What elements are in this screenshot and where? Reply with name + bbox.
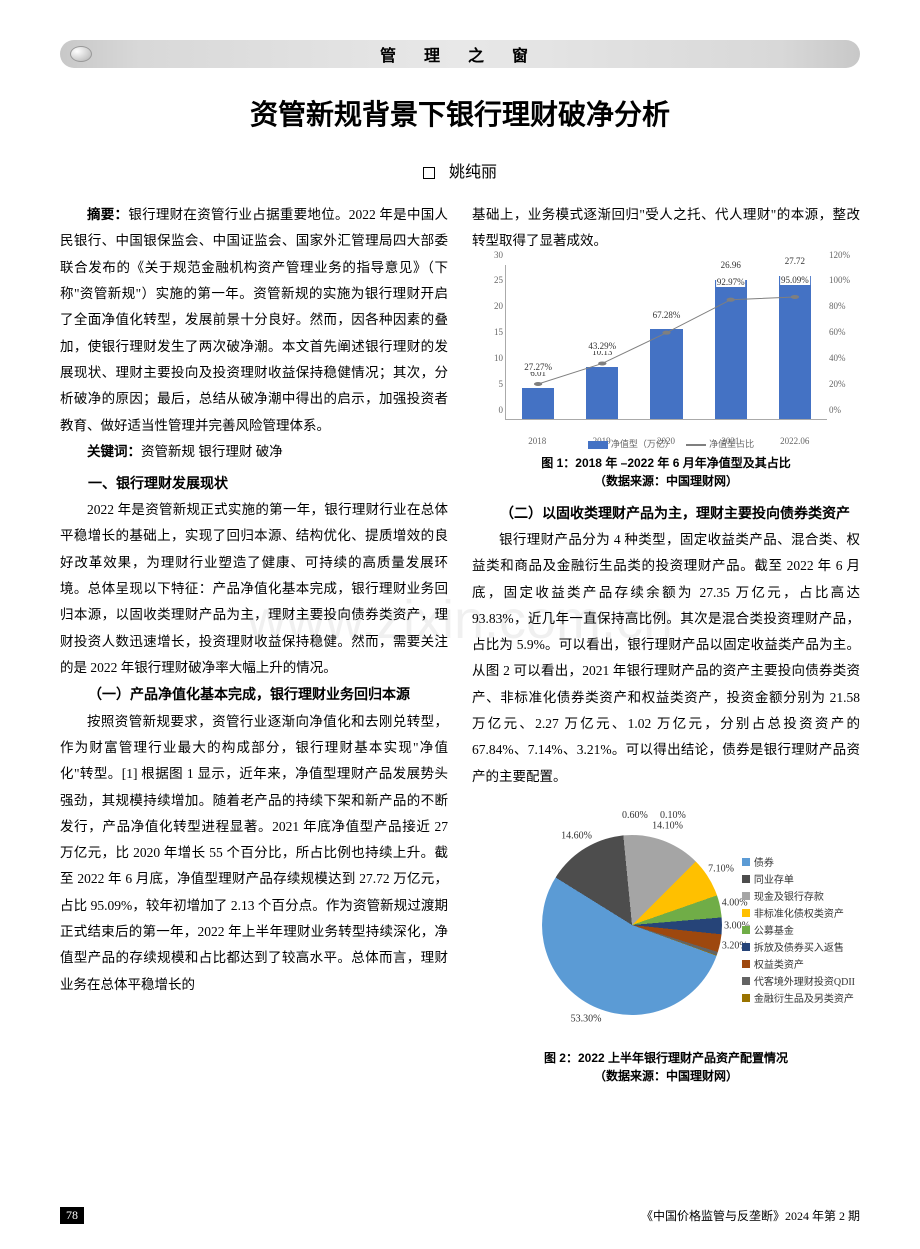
publication-info: 《中国价格监管与反垄断》2024 年第 2 期 <box>641 1207 860 1224</box>
fig2-caption: 图 2：2022 上半年银行理财产品资产配置情况 （数据来源：中国理财网） <box>472 1049 860 1085</box>
legend-item: 权益类资产 <box>742 957 855 974</box>
keywords-label: 关键词： <box>87 444 141 459</box>
fig1-caption: 图 1：2018 年 –2022 年 6 月年净值型及其占比 （数据来源：中国理… <box>472 454 860 490</box>
header-ornament <box>70 46 92 62</box>
legend-item: 公募基金 <box>742 923 855 940</box>
s1-1-p1: 按照资管新规要求，资管行业逐渐向净值化和去刚兑转型，作为财富管理行业最大的构成部… <box>60 709 448 998</box>
author-box-icon <box>423 167 435 179</box>
legend-item: 同业存单 <box>742 872 855 889</box>
keywords: 关键词：资管新规 银行理财 破净 <box>60 439 448 465</box>
legend-bar: 净值型（万亿） <box>611 439 674 449</box>
page-number: 78 <box>60 1207 84 1224</box>
legend-item: 金融衍生品及另类资产 <box>742 991 855 1008</box>
abstract: 摘要：银行理财在资管行业占据重要地位。2022 年是中国人民银行、中国银保监会、… <box>60 202 448 439</box>
page-footer: 78 《中国价格监管与反垄断》2024 年第 2 期 <box>60 1207 860 1224</box>
two-column-layout: 摘要：银行理财在资管行业占据重要地位。2022 年是中国人民银行、中国银保监会、… <box>60 202 860 1085</box>
right-p1: 基础上，业务模式逐渐回归"受人之托、代人理财"的本源，整改转型取得了显著成效。 <box>472 202 860 255</box>
left-column: 摘要：银行理财在资管行业占据重要地位。2022 年是中国人民银行、中国银保监会、… <box>60 202 448 1085</box>
abstract-label: 摘要： <box>87 207 128 222</box>
legend-item: 现金及银行存款 <box>742 889 855 906</box>
legend-item: 拆放及债券买入返售 <box>742 940 855 957</box>
figure-2-chart: 53.30%14.60%14.10%7.10%4.00%3.00%3.20%0.… <box>472 800 860 1045</box>
right-column: 基础上，业务模式逐渐回归"受人之托、代人理财"的本源，整改转型取得了显著成效。 … <box>472 202 860 1085</box>
legend-item: 代客境外理财投资QDII <box>742 974 855 991</box>
section-header-bar: 管 理 之 窗 <box>60 40 860 68</box>
author-name: 姚纯丽 <box>449 164 497 181</box>
s1-1-title: （一）产品净值化基本完成，银行理财业务回归本源 <box>60 681 448 708</box>
section-1-title: 一、银行理财发展现状 <box>60 473 448 493</box>
keywords-text: 资管新规 银行理财 破净 <box>141 444 283 459</box>
s1-p1: 2022 年是资管新规正式实施的第一年，银行理财行业在总体平稳增长的基础上，实现… <box>60 497 448 681</box>
abstract-text: 银行理财在资管行业占据重要地位。2022 年是中国人民银行、中国银保监会、中国证… <box>60 207 448 433</box>
s1-2-p1: 银行理财产品分为 4 种类型，固定收益类产品、混合类、权益类和商品及金融衍生品类… <box>472 527 860 790</box>
legend-line: 净值型占比 <box>709 439 754 449</box>
legend-item: 非标准化债权类资产 <box>742 906 855 923</box>
s1-2-title: （二）以固收类理财产品为主，理财主要投向债券类资产 <box>472 500 860 527</box>
author-line: 姚纯丽 <box>60 158 860 182</box>
section-name: 管 理 之 窗 <box>380 42 540 66</box>
figure-1-chart: 051015202530 0%20%40%60%80%100%120% 6.01… <box>477 260 855 450</box>
article-title: 资管新规背景下银行理财破净分析 <box>60 93 860 133</box>
legend-item: 债券 <box>742 855 855 872</box>
